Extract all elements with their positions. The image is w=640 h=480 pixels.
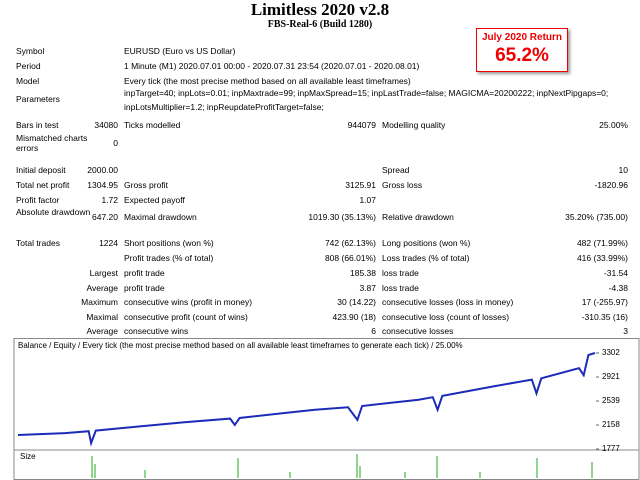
- stat-label: Maximal drawdown: [124, 212, 197, 222]
- y-tick-label: 1777: [602, 444, 620, 453]
- stat-value: 944079: [347, 120, 376, 130]
- stat-label: profit trade: [124, 268, 165, 278]
- stat-value: 34080: [94, 120, 118, 130]
- stat-value: 423.90 (18): [332, 312, 376, 322]
- field-label: Symbol: [16, 46, 45, 56]
- stat-label: Gross profit: [124, 180, 168, 190]
- stat-label: consecutive profit (count of wins): [124, 312, 248, 322]
- stat-value: 185.38: [350, 268, 376, 278]
- stat-label: consecutive wins: [124, 326, 189, 336]
- stat-label: consecutive loss (count of losses): [382, 312, 510, 322]
- field-value: inpLotsMultiplier=1.2; inpReupdateProfit…: [124, 102, 324, 112]
- return-badge: July 2020 Return 65.2%: [476, 28, 568, 72]
- stat-label: Modelling quality: [382, 120, 446, 130]
- stat-label: Profit factor: [16, 195, 60, 205]
- field-value: Every tick (the most precise method base…: [124, 76, 411, 86]
- field-label: Parameters: [16, 94, 60, 104]
- stat-label: Relative drawdown: [382, 212, 454, 222]
- stat-value: 1224: [99, 238, 118, 248]
- field-label: Period: [16, 61, 41, 71]
- stat-label: loss trade: [382, 268, 419, 278]
- stat-value: -310.35 (16): [581, 312, 628, 322]
- stat-label: Long positions (won %): [382, 238, 471, 248]
- stat-label: Expected payoff: [124, 195, 185, 205]
- stat-value: 416 (33.99%): [576, 253, 628, 263]
- stat-label: Absolute drawdown: [16, 207, 91, 217]
- y-tick-label: 3302: [602, 348, 620, 357]
- stat-label: Loss trades (% of total): [382, 253, 470, 263]
- stat-label: Profit trades (% of total): [124, 253, 214, 263]
- stat-label: loss trade: [382, 283, 419, 293]
- stat-value: Maximal: [86, 312, 118, 322]
- chart-caption: Balance / Equity / Every tick (the most …: [18, 341, 463, 350]
- stat-label: Total net profit: [16, 180, 70, 190]
- stat-value: 2000.00: [87, 165, 118, 175]
- stat-value: Average: [86, 283, 118, 293]
- stat-value: 1.07: [359, 195, 376, 205]
- size-label: Size: [20, 452, 36, 461]
- stat-value: 10: [618, 165, 628, 175]
- report-subtitle: FBS-Real-6 (Build 1280): [267, 19, 373, 30]
- stat-value: 17 (-255.97): [581, 297, 628, 307]
- stat-label: Initial deposit: [16, 165, 66, 175]
- size-spikes: [91, 454, 593, 478]
- stat-label: Ticks modelled: [124, 120, 181, 130]
- report-title: Limitless 2020 v2.8: [250, 0, 390, 19]
- badge-value: 65.2%: [495, 45, 549, 66]
- stat-value: 3125.91: [345, 180, 376, 190]
- balance-chart: Balance / Equity / Every tick (the most …: [13, 338, 640, 480]
- stat-value: 0: [113, 138, 118, 148]
- stat-label: consecutive losses: [382, 326, 454, 336]
- stat-value: Largest: [89, 268, 118, 278]
- stat-value: 808 (66.01%): [324, 253, 376, 263]
- stat-label: profit trade: [124, 283, 165, 293]
- stat-value: 30 (14.22): [337, 297, 376, 307]
- stat-value: 742 (62.13%): [324, 238, 376, 248]
- balance-line: [17, 352, 596, 447]
- y-tick-label: 2539: [602, 396, 620, 405]
- stat-value: -1820.96: [594, 180, 628, 190]
- stat-label: Short positions (won %): [124, 238, 214, 248]
- field-value: inpTarget=40; inpLots=0.01; inpMaxtrade=…: [124, 88, 609, 98]
- y-tick-label: 2921: [602, 372, 620, 381]
- stat-value: 482 (71.99%): [576, 238, 628, 248]
- stat-value: 1019.30 (35.13%): [308, 212, 376, 222]
- stat-value: 6: [371, 326, 376, 336]
- stat-label: Mismatched charts errors: [16, 133, 88, 153]
- stat-label: Bars in test: [16, 120, 59, 130]
- stat-value: -4.38: [608, 283, 628, 293]
- stat-value: 25.00%: [599, 120, 628, 130]
- stat-value: 1.72: [101, 195, 118, 205]
- field-value: 1 Minute (M1) 2020.07.01 00:00 - 2020.07…: [124, 61, 420, 71]
- stat-value: Average: [86, 326, 118, 336]
- stat-value: 647.20: [92, 212, 118, 222]
- stat-value: Maximum: [81, 297, 118, 307]
- y-tick-label: 2158: [602, 420, 620, 429]
- stat-label: consecutive losses (loss in money): [382, 297, 514, 307]
- stat-value: -31.54: [603, 268, 628, 278]
- stat-value: 35.20% (735.00): [565, 212, 628, 222]
- stat-label: Total trades: [16, 238, 60, 248]
- stat-value: 1304.95: [87, 180, 118, 190]
- field-value: EURUSD (Euro vs US Dollar): [124, 46, 236, 56]
- stat-value: 3: [623, 326, 628, 336]
- stat-value: 3.87: [359, 283, 376, 293]
- field-label: Model: [16, 76, 40, 86]
- stat-label: consecutive wins (profit in money): [124, 297, 253, 307]
- stat-label: Gross loss: [382, 180, 423, 190]
- badge-label: July 2020 Return: [481, 32, 563, 43]
- stat-label: Spread: [382, 165, 410, 175]
